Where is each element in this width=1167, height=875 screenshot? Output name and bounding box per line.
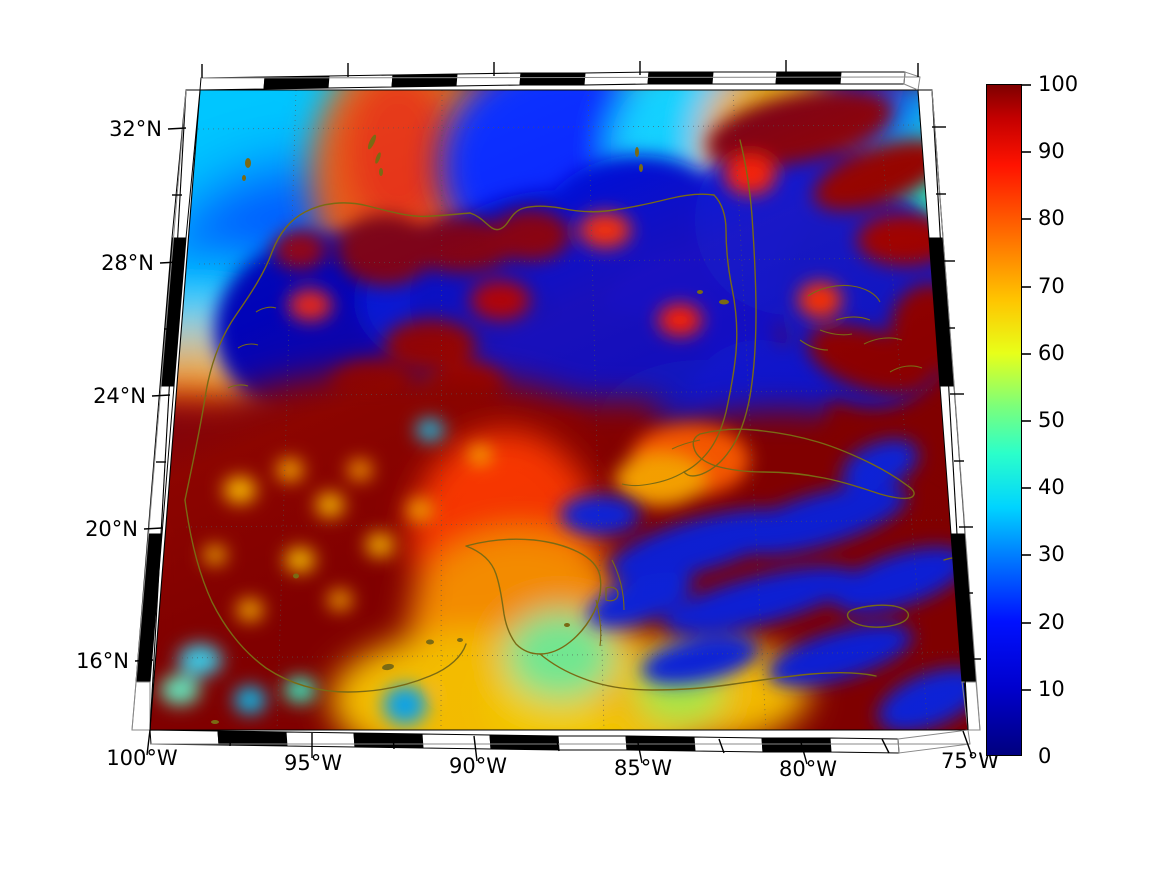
lat-label-28n: 28°N — [101, 251, 154, 275]
map-frame — [131, 60, 981, 765]
colorbar-label-0: 0 — [1038, 744, 1052, 768]
lon-label-95w: 95°W — [284, 751, 342, 775]
lat-label-16n: 16°N — [76, 649, 129, 673]
colorbar-tick-30 — [1022, 554, 1031, 557]
colorbar-label-90: 90 — [1038, 139, 1065, 164]
colorbar-tick-60 — [1022, 352, 1031, 355]
colorbar-label-10: 10 — [1038, 676, 1065, 701]
scalar-field — [150, 90, 968, 730]
lat-label-20n: 20°N — [85, 517, 138, 541]
colorbar-label-70: 70 — [1038, 273, 1065, 298]
lon-label-80w: 80°W — [779, 757, 837, 781]
longitude-ticks — [146, 729, 973, 765]
lon-label-90w: 90°W — [449, 754, 507, 778]
colorbar-gradient[interactable] — [986, 84, 1022, 756]
colorbar-tick-10 — [1022, 688, 1031, 691]
colorbar-label-80: 80 — [1038, 206, 1065, 231]
colorbar-tick-70 — [1022, 285, 1031, 288]
colorbar-label-40: 40 — [1038, 475, 1065, 500]
longitude-ticks-top — [201, 60, 919, 78]
lon-label-85w: 85°W — [614, 756, 672, 780]
colorbar[interactable]: 100 90 80 70 60 50 40 30 20 10 0 — [986, 72, 1146, 768]
longitude-minor-ticks — [229, 731, 890, 754]
colorbar-tick-80 — [1022, 218, 1031, 221]
lat-label-24n: 24°N — [93, 384, 146, 408]
colorbar-tick-90 — [1022, 151, 1031, 154]
latitude-ticks — [134, 127, 187, 662]
map-svg[interactable] — [0, 0, 1000, 800]
lon-label-100w: 100°W — [106, 746, 178, 770]
map-panel[interactable]: 32°N 28°N 24°N 20°N 16°N 100°W 95°W 90°W… — [0, 0, 1000, 800]
colorbar-label-60: 60 — [1038, 340, 1065, 365]
colorbar-label-50: 50 — [1038, 408, 1065, 432]
colorbar-label-100: 100 — [1038, 72, 1079, 96]
colorbar-tick-20 — [1022, 621, 1031, 624]
colorbar-label-30: 30 — [1038, 542, 1065, 567]
coastlines — [184, 134, 968, 724]
colorbar-tick-100 — [1022, 84, 1031, 86]
colorbar-label-20: 20 — [1038, 609, 1065, 634]
colorbar-tick-50 — [1022, 420, 1031, 422]
latitude-minor-ticks — [148, 194, 182, 595]
colorbar-tick-40 — [1022, 487, 1031, 490]
graticule — [171, 90, 959, 730]
lat-label-32n: 32°N — [109, 117, 162, 141]
latitude-ticks-right — [932, 126, 981, 660]
